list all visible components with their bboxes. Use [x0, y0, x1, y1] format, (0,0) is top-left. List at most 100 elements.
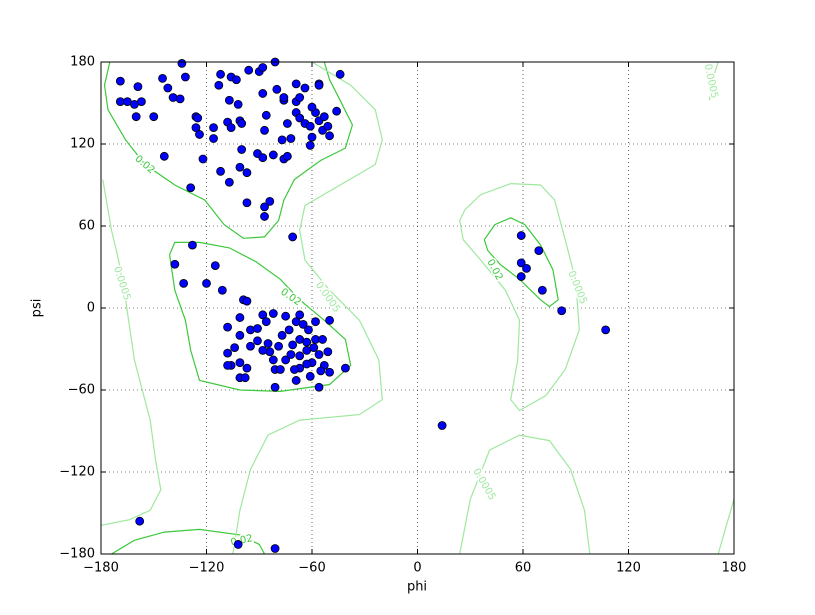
data-point: [209, 123, 218, 132]
contour-line: [483, 217, 559, 308]
data-point: [286, 134, 296, 143]
data-point: [258, 310, 268, 320]
contour-line: [100, 179, 162, 526]
data-point: [335, 69, 345, 79]
data-point: [209, 134, 218, 143]
data-point: [302, 359, 312, 369]
data-point: [272, 84, 282, 94]
y-tick-label: 60: [78, 219, 95, 234]
data-point: [275, 365, 285, 374]
x-tick-label: −60: [298, 561, 325, 576]
data-point: [115, 76, 125, 86]
data-point: [231, 75, 241, 85]
data-point: [316, 366, 326, 376]
data-point: [282, 151, 292, 161]
y-tick-label: 120: [70, 137, 95, 152]
data-point: [341, 363, 350, 373]
data-point: [323, 121, 333, 131]
y-tick-label: 0: [87, 301, 95, 316]
data-point: [186, 183, 196, 193]
data-point: [522, 263, 531, 273]
data-point: [237, 145, 247, 154]
data-point: [437, 421, 447, 430]
data-point: [258, 153, 268, 163]
data-point: [223, 348, 233, 358]
data-point: [305, 140, 315, 150]
data-point: [288, 340, 298, 350]
data-point: [258, 63, 268, 72]
data-point: [318, 335, 327, 344]
data-point: [242, 198, 252, 208]
data-point: [224, 95, 234, 105]
data-point: [325, 367, 334, 377]
data-point: [288, 232, 298, 242]
data-point: [246, 341, 255, 351]
data-point: [168, 93, 178, 102]
x-tick-label: 120: [616, 561, 641, 576]
data-point: [516, 258, 526, 268]
contour-line: [459, 182, 580, 412]
data-point: [290, 365, 299, 374]
data-point: [557, 306, 567, 316]
y-tick-label: −120: [59, 465, 95, 480]
data-point: [195, 130, 204, 139]
data-point: [244, 65, 254, 75]
y-tick-label: 180: [70, 55, 95, 70]
data-point: [131, 112, 141, 122]
data-point: [302, 337, 312, 347]
data-point: [179, 278, 189, 288]
data-point: [277, 135, 287, 145]
data-point: [295, 93, 305, 102]
data-point: [279, 93, 289, 102]
data-point: [235, 162, 245, 172]
data-point: [323, 347, 333, 357]
data-point: [170, 259, 180, 269]
data-point: [270, 544, 280, 553]
x-tick-label: 60: [515, 561, 532, 576]
contour-line: [232, 61, 383, 555]
data-point: [175, 94, 185, 104]
data-point: [295, 310, 305, 320]
data-point: [260, 212, 269, 221]
data-point: [314, 382, 324, 392]
data-point: [133, 82, 143, 91]
data-point: [537, 285, 547, 295]
contour-line: [111, 528, 266, 555]
data-point: [268, 150, 278, 160]
data-point: [159, 151, 169, 161]
x-axis-label: phi: [407, 580, 427, 595]
x-tick-label: −120: [189, 561, 225, 576]
data-point: [263, 339, 273, 348]
data-point: [223, 360, 233, 370]
data-point: [210, 261, 220, 271]
data-point: [235, 358, 245, 368]
data-point: [233, 540, 243, 549]
data-point: [202, 278, 211, 288]
data-point: [198, 154, 208, 164]
data-point: [305, 121, 315, 131]
data-point: [311, 317, 320, 327]
data-point: [237, 119, 247, 128]
data-point: [304, 325, 313, 335]
data-point: [277, 330, 287, 340]
x-tick-label: 0: [413, 561, 421, 576]
data-point: [265, 196, 275, 206]
y-tick-label: −180: [59, 547, 95, 562]
x-tick-label: 180: [722, 561, 747, 576]
data-point: [235, 313, 245, 322]
data-point: [224, 177, 234, 187]
data-point: [516, 231, 526, 240]
data-point: [217, 285, 227, 295]
data-point: [163, 83, 173, 93]
data-point: [314, 80, 324, 90]
data-point: [216, 166, 225, 176]
data-point: [284, 325, 294, 335]
data-point: [295, 113, 305, 123]
data-point: [314, 350, 324, 359]
contour-line: [708, 61, 719, 101]
data-point: [307, 132, 317, 142]
data-point: [242, 363, 252, 373]
y-tick-label: −60: [68, 383, 95, 398]
data-point: [332, 106, 342, 116]
data-point: [325, 315, 334, 325]
